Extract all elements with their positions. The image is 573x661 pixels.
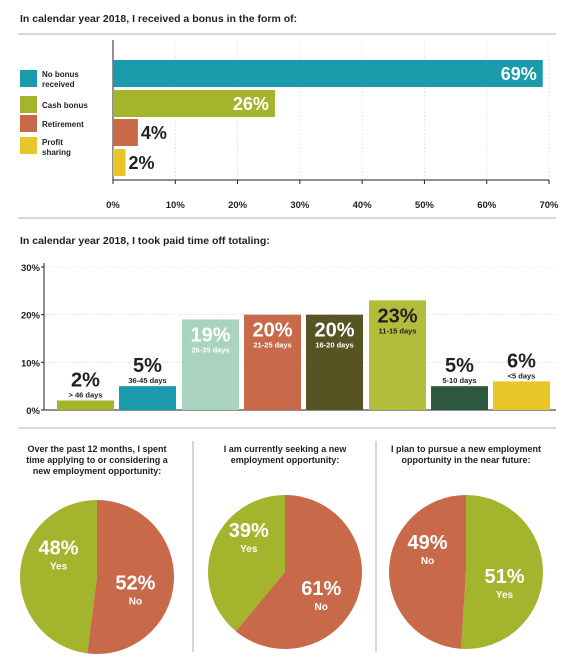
- chart2-y-tick-label: 0%: [26, 406, 40, 417]
- chart1-bar: [113, 149, 126, 176]
- pie1-title-line: time applying to or considering a: [26, 455, 169, 465]
- chart2-y-tick-label: 10%: [21, 358, 41, 369]
- chart1-legend-label-line: Profit: [42, 138, 63, 147]
- chart1-legend-swatch: [20, 115, 37, 132]
- chart2-bar-category: 11-15 days: [379, 326, 417, 335]
- pie1-slice: [19, 500, 97, 654]
- chart2-bar: [119, 386, 176, 410]
- chart2-bar: [306, 314, 363, 410]
- pie2-title: I am currently seeking a new employment o…: [224, 444, 348, 465]
- chart1-bar: [113, 90, 275, 117]
- chart2-bar: [431, 386, 488, 410]
- pie2-slice: [207, 495, 285, 632]
- pie3-title: I plan to pursue a new employment opportu…: [391, 444, 541, 465]
- pie1-label: No: [129, 596, 142, 607]
- chart2-bar-category: 21-25 days: [253, 341, 291, 350]
- chart1-legend-label: Retirement: [42, 120, 84, 129]
- chart2-bar-category: 16-20 days: [315, 341, 353, 350]
- chart2-bar-value: 5%: [445, 355, 474, 377]
- pie2-title-line: I am currently seeking a new: [224, 444, 348, 454]
- pie1-title-line: new employment opportunity:: [33, 466, 162, 476]
- chart1-x-tick-label: 60%: [477, 200, 497, 211]
- chart2-bar-value: 5%: [133, 355, 162, 377]
- pie3-title-line: opportunity in the near future:: [402, 455, 531, 465]
- chart1-x-tick-label: 0%: [106, 200, 120, 211]
- chart2-title: In calendar year 2018, I took paid time …: [20, 235, 270, 247]
- chart1-legend-label: Cash bonus: [42, 101, 88, 110]
- chart2-bar-value: 19%: [190, 324, 230, 346]
- chart2-bar-category: 36-45 days: [128, 376, 166, 385]
- chart2-y-tick-label: 30%: [21, 263, 41, 274]
- pie3-title-line: I plan to pursue a new employment: [391, 444, 541, 454]
- pie2-title-line: employment opportunity:: [231, 455, 340, 465]
- pie1-label: Yes: [50, 562, 68, 573]
- chart1-bar-label: 69%: [501, 64, 537, 84]
- pie1-value: 52%: [115, 572, 155, 594]
- chart1-bar-label: 2%: [128, 153, 154, 173]
- chart1-bar: [113, 119, 138, 146]
- chart1-legend-swatch: [20, 96, 37, 113]
- chart2-bar: [57, 400, 114, 410]
- chart1-legend-label-line: received: [42, 80, 75, 89]
- pie3-value: 51%: [484, 566, 524, 588]
- pie1-value: 48%: [39, 538, 79, 560]
- chart1-x-tick-label: 10%: [166, 200, 186, 211]
- chart2-bar: [182, 319, 239, 410]
- pie1-title: Over the past 12 months, I spent time app…: [26, 444, 169, 476]
- chart2-bar-value: 2%: [71, 369, 100, 391]
- pie3-slice: [388, 495, 466, 649]
- chart2-bar-value: 23%: [377, 305, 417, 327]
- chart2-bar: [493, 381, 550, 410]
- chart1-legend-label: No bonus received: [42, 70, 79, 89]
- chart1-x-tick-label: 40%: [353, 200, 373, 211]
- pie1-slice: [87, 500, 174, 654]
- chart2-bar-category: <5 days: [508, 371, 536, 380]
- chart1-legend-label: Profit sharing: [42, 138, 71, 157]
- chart2-bar-category: 5-10 days: [442, 376, 476, 385]
- chart1-legend-swatch: [20, 70, 37, 87]
- chart1-legend-label-line: No bonus: [42, 70, 79, 79]
- pie2-value: 61%: [301, 578, 341, 600]
- chart1-x-tick-label: 50%: [415, 200, 435, 211]
- chart1-bar-label: 4%: [141, 123, 167, 143]
- chart1-legend-label-line: Cash bonus: [42, 101, 88, 110]
- chart1-x-tick-label: 30%: [290, 200, 310, 211]
- chart2-bar: [369, 300, 426, 410]
- pie2-value: 39%: [229, 520, 269, 542]
- chart1-x-tick-label: 70%: [539, 200, 559, 211]
- chart1-bar-label: 26%: [233, 94, 269, 114]
- pie2-label: Yes: [240, 544, 258, 555]
- pie3-slice: [461, 495, 543, 650]
- chart1-bar: [113, 60, 543, 87]
- chart2-bar-value: 20%: [252, 320, 292, 342]
- chart2-bar-category: 26-35 days: [191, 345, 229, 354]
- pie3-label: Yes: [496, 590, 514, 601]
- pie3-value: 49%: [408, 532, 448, 554]
- chart2-y-tick-label: 20%: [21, 311, 41, 322]
- pie2-label: No: [315, 602, 328, 613]
- chart1-x-tick-label: 20%: [228, 200, 248, 211]
- chart1-legend-label-line: Retirement: [42, 120, 84, 129]
- chart2-bar-category: > 46 days: [69, 390, 103, 399]
- chart1-title: In calendar year 2018, I received a bonu…: [20, 13, 297, 25]
- chart2-bar-value: 6%: [507, 350, 536, 372]
- pie3-label: No: [421, 556, 434, 567]
- pie2-slice: [235, 495, 362, 649]
- chart2-bar: [244, 314, 301, 410]
- pie1-title-line: Over the past 12 months, I spent: [27, 444, 166, 454]
- chart1-legend-label-line: sharing: [42, 148, 71, 157]
- chart2-bar-value: 20%: [314, 320, 354, 342]
- chart1-legend-swatch: [20, 137, 37, 154]
